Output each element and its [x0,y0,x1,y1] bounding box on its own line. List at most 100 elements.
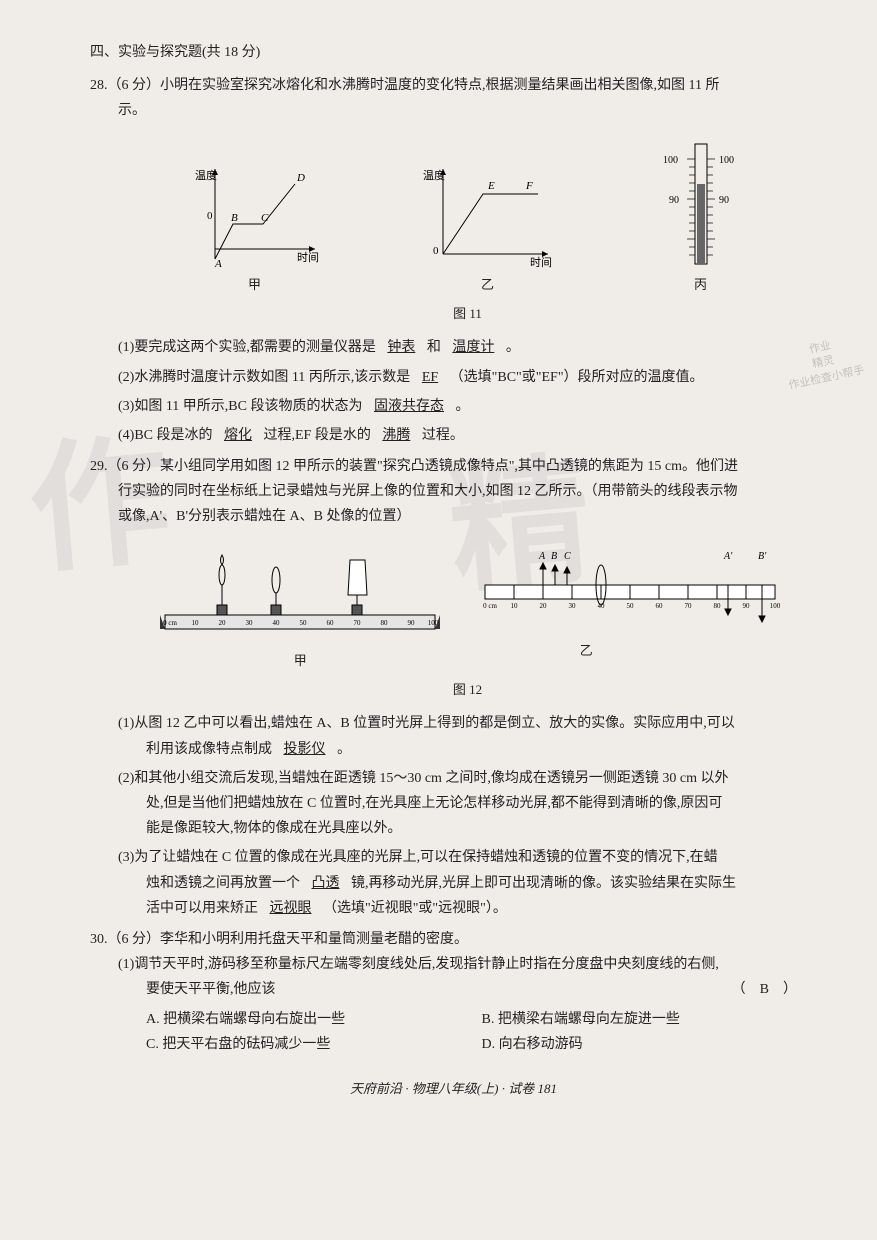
svg-text:20: 20 [539,602,547,610]
q29-sub2: (2)和其他小组交流后发现,当蜡烛在距透镜 15～30 cm 之间时,像均成在透… [118,766,817,842]
q29-sub1-ans: 投影仪 [276,742,334,757]
q28-sub3-end: 。 [455,399,469,414]
svg-text:0 cm: 0 cm [163,619,177,627]
q28-sub1-ans2: 温度计 [444,340,502,355]
q28-sub1-ans1: 钟表 [379,340,423,355]
q29-sub2-line3: 能是像距较大,物体的像成在光具座以外。 [118,816,817,841]
q28-sub1-text: (1)要完成这两个实验,都需要的测量仪器是 [118,340,376,355]
q28-sub2: (2)水沸腾时温度计示数如图 11 丙所示,该示数是 EF （选填"BC"或"E… [118,365,817,390]
svg-text:90: 90 [669,195,679,206]
question-30: 30.（6 分）李华和小明利用托盘天平和量筒测量老醋的密度。 (1)调节天平时,… [90,927,817,1057]
svg-text:E: E [487,180,495,192]
svg-text:30: 30 [568,602,576,610]
q30-optA: A. 把横梁右端螺母向右旋出一些 [146,1007,482,1032]
svg-text:60: 60 [655,602,663,610]
q29-sub2-line1: (2)和其他小组交流后发现,当蜡烛在距透镜 15～30 cm 之间时,像均成在透… [118,766,817,791]
svg-text:60: 60 [327,619,335,627]
fig11-yi-label: 乙 [418,273,558,296]
q28-sub4-ans2: 沸腾 [374,428,418,443]
q29-sub2-line2: 处,但是当他们把蜡烛放在 C 位置时,在光具座上无论怎样移动光屏,都不能得到清晰… [118,791,817,816]
q28-header: 28.（6 分）小明在实验室探究冰熔化和水沸腾时温度的变化特点,根据测量结果画出… [90,73,817,98]
svg-text:100: 100 [770,602,780,610]
svg-text:时间: 时间 [530,256,552,269]
q28-header2: 示。 [118,98,817,123]
q28-sub3-ans: 固液共存态 [366,399,452,414]
figure-11-row: 温度 时间 0 A B C D 甲 [118,139,817,296]
q30-optB: B. 把横梁右端螺母向左旋进一些 [482,1007,818,1032]
q30-answer: B [760,982,769,997]
q30-optD: D. 向右移动游码 [482,1032,818,1057]
q30-sub1-line2: 要使天平平衡,他应该 [146,982,276,997]
svg-text:40: 40 [273,619,281,627]
q28-sub1-end: 。 [506,340,520,355]
svg-text:A: A [538,551,546,562]
svg-text:20: 20 [219,619,227,627]
svg-text:F: F [525,180,533,192]
fig11-caption: 图 11 [118,302,817,325]
svg-text:90: 90 [742,602,750,610]
fig11-jia-label: 甲 [185,273,325,296]
svg-text:B': B' [758,551,767,562]
svg-text:10: 10 [510,602,518,610]
fig11-jia: 温度 时间 0 A B C D 甲 [185,159,325,296]
svg-text:A: A [214,258,222,269]
q28-sub4-mid: 过程,EF 段是水的 [264,428,371,443]
fig12-jia-label: 甲 [155,649,445,672]
q29-sub3-end: （选填"近视眼"或"远视眼"）。 [323,901,507,916]
q29-sub3-ans1: 凸透 [304,876,348,891]
svg-text:0: 0 [433,245,439,257]
svg-text:50: 50 [300,619,308,627]
q28-sub2-end: （选填"BC"或"EF"）段所对应的温度值。 [450,370,704,385]
q29-header2: 行实验的同时在坐标纸上记录蜡烛与光屏上像的位置和大小,如图 12 乙所示。（用带… [118,479,817,504]
fig11-yi: 温度 时间 0 E F 乙 [418,159,558,296]
q29-sub3-ans2: 远视眼 [262,901,320,916]
svg-text:B: B [551,551,557,562]
q29-sub1-line2: 利用该成像特点制成 [146,742,272,757]
fig12-jia: 0 cm1020 304050 607080 90100 [155,545,445,672]
q28-sub4: (4)BC 段是冰的 熔化 过程,EF 段是水的 沸腾 过程。 [118,423,817,448]
q28-sub4-end: 过程。 [422,428,464,443]
fig11-bing-label: 丙 [651,273,751,296]
fig12-caption: 图 12 [118,678,817,701]
q28-sub3: (3)如图 11 甲所示,BC 段该物质的状态为 固液共存态 。 [118,394,817,419]
svg-text:0: 0 [207,210,213,222]
svg-text:10: 10 [192,619,200,627]
q29-header3: 或像,A'、B'分别表示蜡烛在 A、B 处像的位置） [118,504,817,529]
thermo-svg: 100 100 90 90 [651,139,751,269]
graph-jia-svg: 温度 时间 0 A B C D [185,159,325,269]
question-29: 29.（6 分）某小组同学用如图 12 甲所示的装置"探究凸透镜成像特点",其中… [90,454,817,921]
q29-sub3-line1: (3)为了让蜡烛在 C 位置的像成在光具座的光屏上,可以在保持蜡烛和透镜的位置不… [118,845,817,870]
q28-sub4-ans1: 熔化 [216,428,260,443]
section-title: 四、实验与探究题(共 18 分) [90,40,817,65]
graph-jia-xlabel: 时间 [297,251,319,264]
q29-sub3-line3a: 活中可以用来矫正 [146,901,258,916]
graph-yi-svg: 温度 时间 0 E F [418,159,558,269]
q30-sub1: (1)调节天平时,游码移至称量标尺左端零刻度线处后,发现指针静止时指在分度盘中央… [118,952,817,1002]
q29-sub1-line1: (1)从图 12 乙中可以看出,蜡烛在 A、B 位置时光屏上得到的都是倒立、放大… [118,711,817,736]
q28-sub1-mid: 和 [427,340,441,355]
svg-text:100: 100 [719,155,734,166]
q29-sub3-line2a: 烛和透镜之间再放置一个 [146,876,300,891]
question-28: 28.（6 分）小明在实验室探究冰熔化和水沸腾时温度的变化特点,根据测量结果画出… [90,73,817,448]
q30-answer-paren: （ B ） [704,977,797,1002]
svg-text:70: 70 [684,602,692,610]
svg-text:30: 30 [246,619,254,627]
fig12-yi-label: 乙 [480,639,780,662]
q29-sub1: (1)从图 12 乙中可以看出,蜡烛在 A、B 位置时光屏上得到的都是倒立、放大… [118,711,817,761]
q28-sub2-text: (2)水沸腾时温度计示数如图 11 丙所示,该示数是 [118,370,410,385]
svg-text:C: C [564,551,571,562]
svg-text:70: 70 [354,619,362,627]
svg-text:80: 80 [713,602,721,610]
svg-text:C: C [261,212,269,224]
svg-text:温度: 温度 [423,168,445,182]
svg-text:90: 90 [719,195,729,206]
q28-sub3-text: (3)如图 11 甲所示,BC 段该物质的状态为 [118,399,362,414]
q28-sub4-text: (4)BC 段是冰的 [118,428,213,443]
svg-text:0 cm: 0 cm [483,602,497,610]
svg-text:50: 50 [626,602,634,610]
ruler-yi-svg: 0 cm1020 304050 607080 90100 A B [480,545,780,635]
q30-optC: C. 把天平右盘的砝码减少一些 [146,1032,482,1057]
q29-header: 29.（6 分）某小组同学用如图 12 甲所示的装置"探究凸透镜成像特点",其中… [90,454,817,479]
graph-jia-ylabel: 温度 [195,168,217,182]
q29-sub3-mid: 镜,再移动光屏,光屏上即可出现清晰的像。该实验结果在实际生 [351,876,736,891]
